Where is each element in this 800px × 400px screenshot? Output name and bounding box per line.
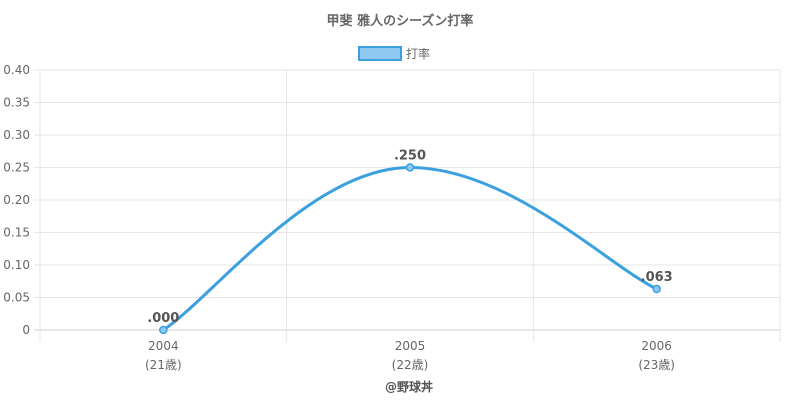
y-tick-label: 0.20 — [3, 193, 30, 207]
x-tick-sublabel: (23歳) — [638, 358, 675, 372]
y-tick-label: 0.10 — [3, 258, 30, 272]
y-tick-label: 0.40 — [3, 63, 30, 77]
data-label: .063 — [641, 270, 673, 285]
y-tick-label: 0.25 — [3, 161, 30, 175]
legend[interactable]: 打率 — [358, 46, 430, 61]
y-axis: 0 0.05 0.10 0.15 0.20 0.25 0.30 0.35 0.40 — [3, 63, 30, 337]
series-line — [161, 165, 659, 332]
credit-text: @野球丼 — [385, 379, 433, 394]
x-axis: 2004 (21歳) 2005 (22歳) 2006 (23歳) — [145, 339, 675, 372]
x-tick-label: 2006 — [641, 339, 672, 353]
y-tick-label: 0.05 — [3, 291, 30, 305]
y-tick-label: 0.30 — [3, 128, 30, 142]
x-tick-label: 2004 — [148, 339, 179, 353]
y-tick-label: 0.35 — [3, 96, 30, 110]
grid-lines — [34, 69, 781, 342]
data-label: .250 — [394, 149, 426, 164]
data-point — [405, 163, 415, 172]
data-point — [652, 284, 661, 294]
x-tick-sublabel: (22歳) — [392, 358, 429, 372]
legend-swatch — [358, 46, 402, 61]
data-label: .000 — [147, 311, 179, 326]
chart-title: 甲斐 雅人のシーズン打率 — [327, 13, 474, 29]
series-line-group: .000 .250 .063 — [147, 149, 673, 335]
x-tick-label: 2005 — [395, 339, 426, 353]
y-tick-label: 0 — [22, 323, 30, 337]
y-tick-label: 0.15 — [3, 226, 30, 240]
legend-label: 打率 — [406, 46, 430, 61]
data-point — [159, 325, 168, 335]
x-tick-sublabel: (21歳) — [145, 358, 182, 372]
